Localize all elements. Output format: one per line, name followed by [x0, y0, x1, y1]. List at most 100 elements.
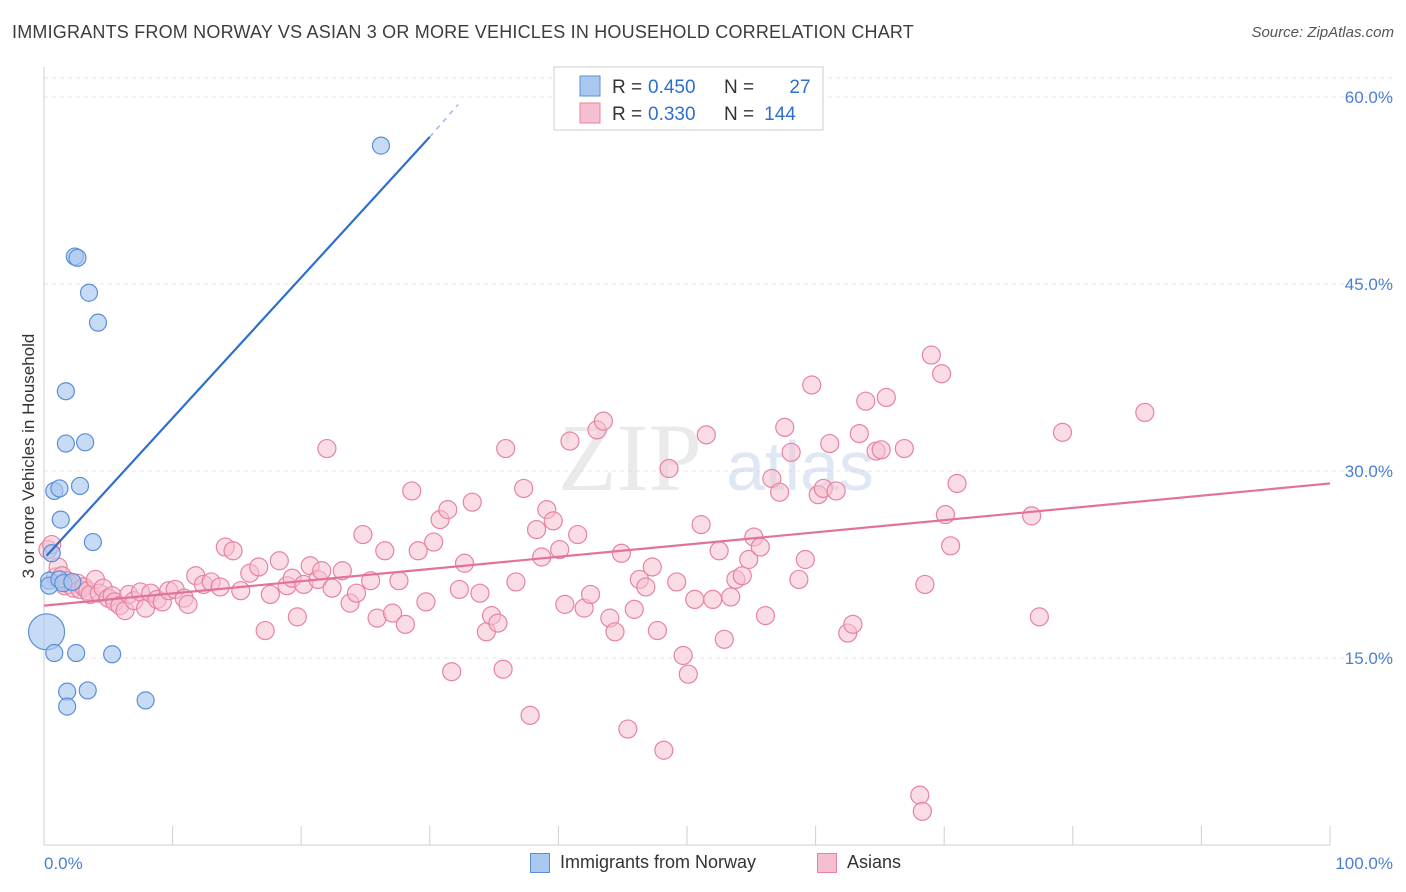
legend-norway-swatch	[579, 75, 601, 97]
bottom-legend-norway[interactable]: Immigrants from Norway	[530, 852, 756, 873]
asians-point	[493, 659, 513, 679]
asians-point	[739, 549, 759, 570]
norway-point	[58, 697, 77, 716]
asians-point	[255, 620, 275, 641]
asians-point	[287, 607, 307, 627]
asians-point	[462, 492, 482, 512]
norway-trend-line	[45, 136, 431, 557]
legend-asians-swatch	[579, 102, 601, 124]
asians-point	[781, 442, 801, 462]
watermark-zip: ZIP	[558, 404, 702, 511]
asians-point	[802, 375, 822, 395]
asians-point	[1022, 506, 1042, 526]
asians-point	[560, 431, 580, 451]
asians-point	[636, 577, 656, 597]
asians-point	[488, 613, 508, 633]
legend-box: R = 0.450 N = 27 R = 0.330 N = 144	[553, 66, 824, 131]
asians-point	[424, 532, 444, 552]
asians-point	[382, 603, 403, 623]
trend-lines	[43, 103, 1331, 607]
norway-point	[78, 681, 97, 700]
legend-norway-r-label: R =	[612, 77, 642, 98]
asians-point	[322, 578, 342, 598]
asians-point	[826, 481, 846, 501]
asians-point	[820, 433, 840, 454]
asians-point	[871, 440, 891, 460]
asians-point	[416, 592, 436, 612]
legend-asians-n-label: N =	[724, 104, 754, 125]
norway-point	[67, 643, 86, 663]
x-tick-labels: 0.0% 100.0%	[44, 854, 1393, 873]
asians-point	[449, 579, 469, 600]
asians-point	[231, 581, 251, 601]
asians-point	[223, 541, 243, 561]
legend-norway-r-value: 0.450	[648, 77, 696, 98]
asians-point	[795, 549, 815, 570]
asians-point	[442, 662, 462, 682]
asians-legend-label: Asians	[847, 852, 902, 872]
asians-point	[375, 541, 395, 561]
asians-point	[496, 438, 516, 459]
asians-point	[915, 574, 935, 595]
asians-point	[691, 515, 711, 535]
norway-point	[70, 476, 90, 496]
legend-asians-n-value: 144	[764, 104, 796, 125]
asians-trend-line	[43, 482, 1331, 607]
y-tick-label: 15.0%	[1345, 649, 1393, 668]
asians-point	[721, 587, 741, 607]
asians-point	[520, 705, 540, 725]
asians-point	[912, 801, 932, 821]
asians-swatch	[817, 852, 837, 873]
asians-point	[568, 524, 588, 545]
norway-point	[51, 510, 70, 529]
asians-point	[260, 584, 280, 605]
asians-point	[361, 571, 381, 591]
asians-point	[580, 584, 601, 605]
asians-point	[454, 553, 475, 573]
asians-point	[605, 622, 625, 642]
asians-point	[667, 572, 687, 592]
legend-asians-r-label: R =	[612, 104, 642, 125]
norway-point	[79, 283, 99, 302]
y-tick-label: 30.0%	[1345, 462, 1393, 481]
bottom-legend-asians[interactable]: Asians	[817, 852, 901, 873]
asians-point	[732, 566, 752, 586]
asians-point	[1029, 607, 1049, 627]
legend-asians-r-value: 0.330	[648, 104, 696, 125]
asians-point	[389, 571, 409, 591]
asians-point	[703, 589, 723, 610]
asians-point	[843, 614, 863, 634]
asians-point	[709, 541, 729, 561]
asians-point	[921, 345, 941, 365]
asians-point	[470, 583, 490, 603]
asians-point	[438, 500, 458, 520]
asians-point	[856, 391, 876, 411]
chart-title: IMMIGRANTS FROM NORWAY VS ASIAN 3 OR MOR…	[12, 22, 914, 42]
norway-point	[68, 248, 87, 267]
asians-point	[714, 629, 734, 649]
asians-point	[769, 482, 790, 502]
norway-swatch	[530, 852, 550, 873]
asians-point	[659, 458, 679, 479]
asians-point	[506, 572, 526, 592]
asians-point	[249, 557, 269, 577]
norway-point	[56, 382, 75, 401]
asians-point	[642, 557, 662, 577]
asians-point	[346, 583, 367, 603]
asians-point	[678, 664, 698, 684]
asians-point	[514, 478, 534, 499]
asians-points	[38, 345, 1155, 821]
asians-point	[894, 438, 914, 459]
x-tick-label-min: 0.0%	[44, 854, 83, 873]
norway-point	[83, 532, 102, 552]
asians-point	[624, 599, 644, 619]
asians-point	[696, 425, 716, 445]
norway-point	[371, 136, 391, 155]
norway-points	[27, 136, 391, 716]
norway-point	[76, 433, 95, 452]
asians-point	[178, 594, 198, 614]
watermark-atlas: atlas	[726, 427, 874, 505]
asians-point	[673, 645, 693, 666]
norway-point	[45, 643, 64, 663]
